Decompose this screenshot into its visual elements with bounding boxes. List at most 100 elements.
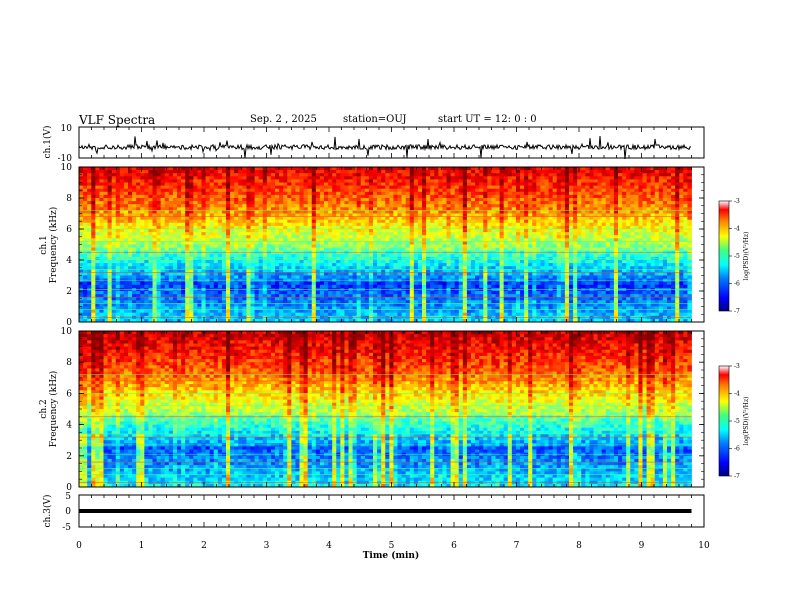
spectrogram-cell bbox=[545, 192, 549, 196]
spectrogram-cell bbox=[451, 173, 455, 177]
spectrogram-cell bbox=[442, 167, 446, 171]
spectrogram-cell bbox=[83, 189, 87, 193]
spectrogram-cell bbox=[144, 235, 148, 239]
spectrogram-cell bbox=[91, 179, 95, 183]
spectrogram-cell bbox=[500, 201, 504, 205]
spectrogram-cell bbox=[234, 235, 238, 239]
spectrogram-cell bbox=[491, 248, 495, 252]
spectrogram-cell bbox=[128, 241, 132, 245]
spectrogram-cell bbox=[610, 223, 614, 227]
spectrogram-cell bbox=[487, 210, 491, 214]
spectrogram-cell bbox=[540, 167, 544, 171]
spectrogram-cell bbox=[206, 179, 210, 183]
spectrogram-cell bbox=[418, 241, 422, 245]
spectrogram-cell bbox=[177, 189, 181, 193]
spectrogram-cell bbox=[104, 248, 108, 252]
spectrogram-cell bbox=[202, 186, 206, 190]
spectrogram-cell bbox=[414, 183, 418, 187]
spectrogram-cell bbox=[202, 179, 206, 183]
spectrogram-cell bbox=[202, 241, 206, 245]
spectrogram-cell bbox=[340, 192, 344, 196]
spectrogram-cell bbox=[557, 210, 561, 214]
spectrogram-cell bbox=[177, 186, 181, 190]
spectrogram-cell bbox=[316, 263, 320, 267]
spectrogram-cell bbox=[136, 176, 140, 180]
spectrogram-cell bbox=[512, 201, 516, 205]
spectrogram-cell bbox=[197, 170, 201, 174]
spectrogram-cell bbox=[626, 248, 630, 252]
spectrogram-cell bbox=[447, 217, 451, 221]
spectrogram-cell bbox=[471, 245, 475, 249]
spectrogram-cell bbox=[336, 245, 340, 249]
spectrogram-cell bbox=[585, 229, 589, 233]
spectrogram-cell bbox=[165, 179, 169, 183]
spectrogram-cell bbox=[573, 220, 577, 224]
spectrogram-cell bbox=[140, 232, 144, 236]
spectrogram-cell bbox=[520, 201, 524, 205]
spectrogram-cell bbox=[585, 189, 589, 193]
spectrogram-cell bbox=[136, 195, 140, 199]
spectrogram-cell bbox=[516, 201, 520, 205]
spectrogram-cell bbox=[540, 179, 544, 183]
spectrogram-cell bbox=[328, 176, 332, 180]
spectrogram-cell bbox=[108, 223, 112, 227]
spectrogram-cell bbox=[263, 173, 267, 177]
spectrogram-cell bbox=[532, 183, 536, 187]
spectrogram-cell bbox=[467, 179, 471, 183]
spectrogram-cell bbox=[594, 210, 598, 214]
spectrogram-cell bbox=[279, 189, 283, 193]
spectrogram-cell bbox=[598, 254, 602, 257]
spectrogram-cell bbox=[602, 198, 606, 202]
spectrogram-cell bbox=[598, 198, 602, 202]
spectrogram-cell bbox=[271, 254, 275, 257]
spectrogram-cell bbox=[144, 186, 148, 190]
spectrogram-cell bbox=[675, 254, 679, 257]
spectrogram-cell bbox=[643, 241, 647, 245]
spectrogram-cell bbox=[128, 192, 132, 196]
spectrogram-cell bbox=[655, 229, 659, 233]
spectrogram-cell bbox=[663, 217, 667, 221]
spectrogram-cell bbox=[647, 263, 651, 267]
spectrogram-cell bbox=[434, 192, 438, 196]
spectrogram-cell bbox=[169, 210, 173, 214]
spectrogram-cell bbox=[606, 179, 610, 183]
spectrogram-cell bbox=[373, 241, 377, 245]
spectrogram-cell bbox=[585, 223, 589, 227]
spectrogram-cell bbox=[173, 183, 177, 187]
spectrogram-cell bbox=[295, 232, 299, 236]
spectrogram-cell bbox=[667, 235, 671, 239]
spectrogram-cell bbox=[406, 223, 410, 227]
spectrogram-cell bbox=[598, 189, 602, 193]
spectrogram-cell bbox=[312, 220, 316, 224]
spectrogram-cell bbox=[524, 248, 528, 252]
spectrogram-cell bbox=[148, 229, 152, 233]
spectrogram-cell bbox=[438, 210, 442, 214]
spectrogram-cell bbox=[283, 245, 287, 249]
spectrogram-cell bbox=[291, 245, 295, 249]
spectrogram-cell bbox=[618, 223, 622, 227]
spectrogram-cell bbox=[589, 179, 593, 183]
spectrogram-cell bbox=[267, 170, 271, 174]
spectrogram-cell bbox=[349, 248, 353, 252]
spectrogram-cell bbox=[324, 254, 328, 257]
spectrogram-cell bbox=[95, 254, 99, 257]
spectrogram-cell bbox=[524, 192, 528, 196]
spectrogram-cell bbox=[287, 201, 291, 205]
spectrogram-cell bbox=[332, 204, 336, 208]
spectrogram-cell bbox=[536, 229, 540, 233]
spectrogram-cell bbox=[328, 210, 332, 214]
spectrogram-cell bbox=[165, 229, 169, 233]
spectrogram-cell bbox=[185, 260, 189, 264]
spectrogram-cell bbox=[177, 173, 181, 177]
spectrogram-cell bbox=[496, 179, 500, 183]
spectrogram-cell bbox=[422, 217, 426, 221]
spectrogram-cell bbox=[304, 186, 308, 190]
spectrogram-cell bbox=[643, 192, 647, 196]
spectrogram-cell bbox=[520, 220, 524, 224]
spectrogram-cell bbox=[471, 179, 475, 183]
spectrogram-cell bbox=[614, 232, 618, 236]
spectrogram-cell bbox=[508, 192, 512, 196]
spectrogram-cell bbox=[626, 210, 630, 214]
spectrogram-cell bbox=[675, 241, 679, 245]
spectrogram-cell bbox=[577, 217, 581, 221]
